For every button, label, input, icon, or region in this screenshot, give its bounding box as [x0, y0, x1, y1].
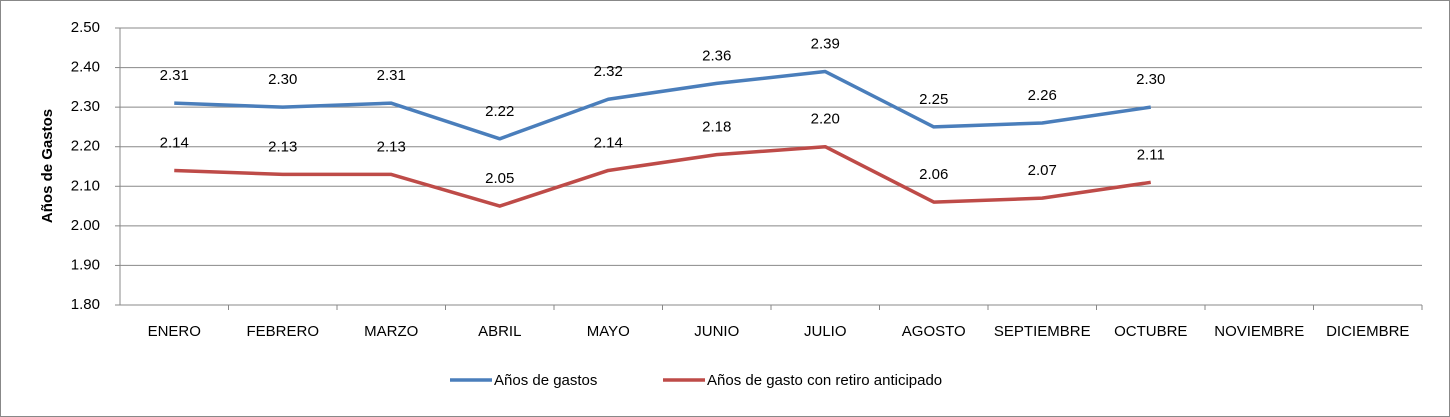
data-label: 2.18: [702, 119, 731, 136]
y-tick-label: 1.90: [71, 256, 100, 273]
data-label: 2.22: [485, 103, 514, 120]
series-line: [174, 69, 1152, 141]
x-tick-label: FEBRERO: [246, 323, 319, 340]
x-tick-label: DICIEMBRE: [1326, 323, 1409, 340]
x-tick-label: JUNIO: [694, 323, 739, 340]
x-tick-label: ENERO: [148, 323, 201, 340]
y-tick-label: 2.10: [71, 177, 100, 194]
data-label: 2.14: [160, 134, 189, 151]
data-label: 2.32: [594, 63, 623, 80]
x-tick-label: OCTUBRE: [1114, 323, 1187, 340]
data-label: 2.05: [485, 170, 514, 187]
data-label: 2.30: [1136, 71, 1165, 88]
x-tick-label: MAYO: [587, 323, 630, 340]
x-tick-label: JULIO: [804, 323, 847, 340]
y-tick-label: 1.80: [71, 296, 100, 313]
x-tick-label: ABRIL: [478, 323, 521, 340]
data-label: 2.36: [702, 47, 731, 64]
x-tick-label: AGOSTO: [902, 323, 966, 340]
y-axis-title: Años de Gastos: [39, 109, 56, 223]
data-label: 2.31: [377, 67, 406, 84]
data-label: 2.20: [811, 111, 840, 128]
data-label: 2.31: [160, 67, 189, 84]
y-tick-label: 2.30: [71, 98, 100, 115]
y-tick-label: 2.40: [71, 59, 100, 76]
data-label: 2.14: [594, 134, 623, 151]
series-line: [174, 144, 1152, 208]
data-label: 2.25: [919, 91, 948, 108]
data-label: 2.39: [811, 35, 840, 52]
data-label: 2.30: [268, 71, 297, 88]
legend-label: Años de gasto con retiro anticipado: [707, 372, 942, 389]
data-label: 2.26: [1028, 87, 1057, 104]
y-tick-label: 2.20: [71, 138, 100, 155]
x-tick-label: NOVIEMBRE: [1214, 323, 1304, 340]
data-label: 2.06: [919, 166, 948, 183]
x-tick-label: MARZO: [364, 323, 418, 340]
x-tick-label: SEPTIEMBRE: [994, 323, 1091, 340]
y-tick-label: 2.00: [71, 217, 100, 234]
y-tick-label: 2.50: [71, 19, 100, 36]
data-label: 2.13: [377, 138, 406, 155]
data-label: 2.13: [268, 138, 297, 155]
data-label: 2.07: [1028, 162, 1057, 179]
data-label: 2.11: [1137, 146, 1165, 163]
legend-label: Años de gastos: [494, 372, 597, 389]
